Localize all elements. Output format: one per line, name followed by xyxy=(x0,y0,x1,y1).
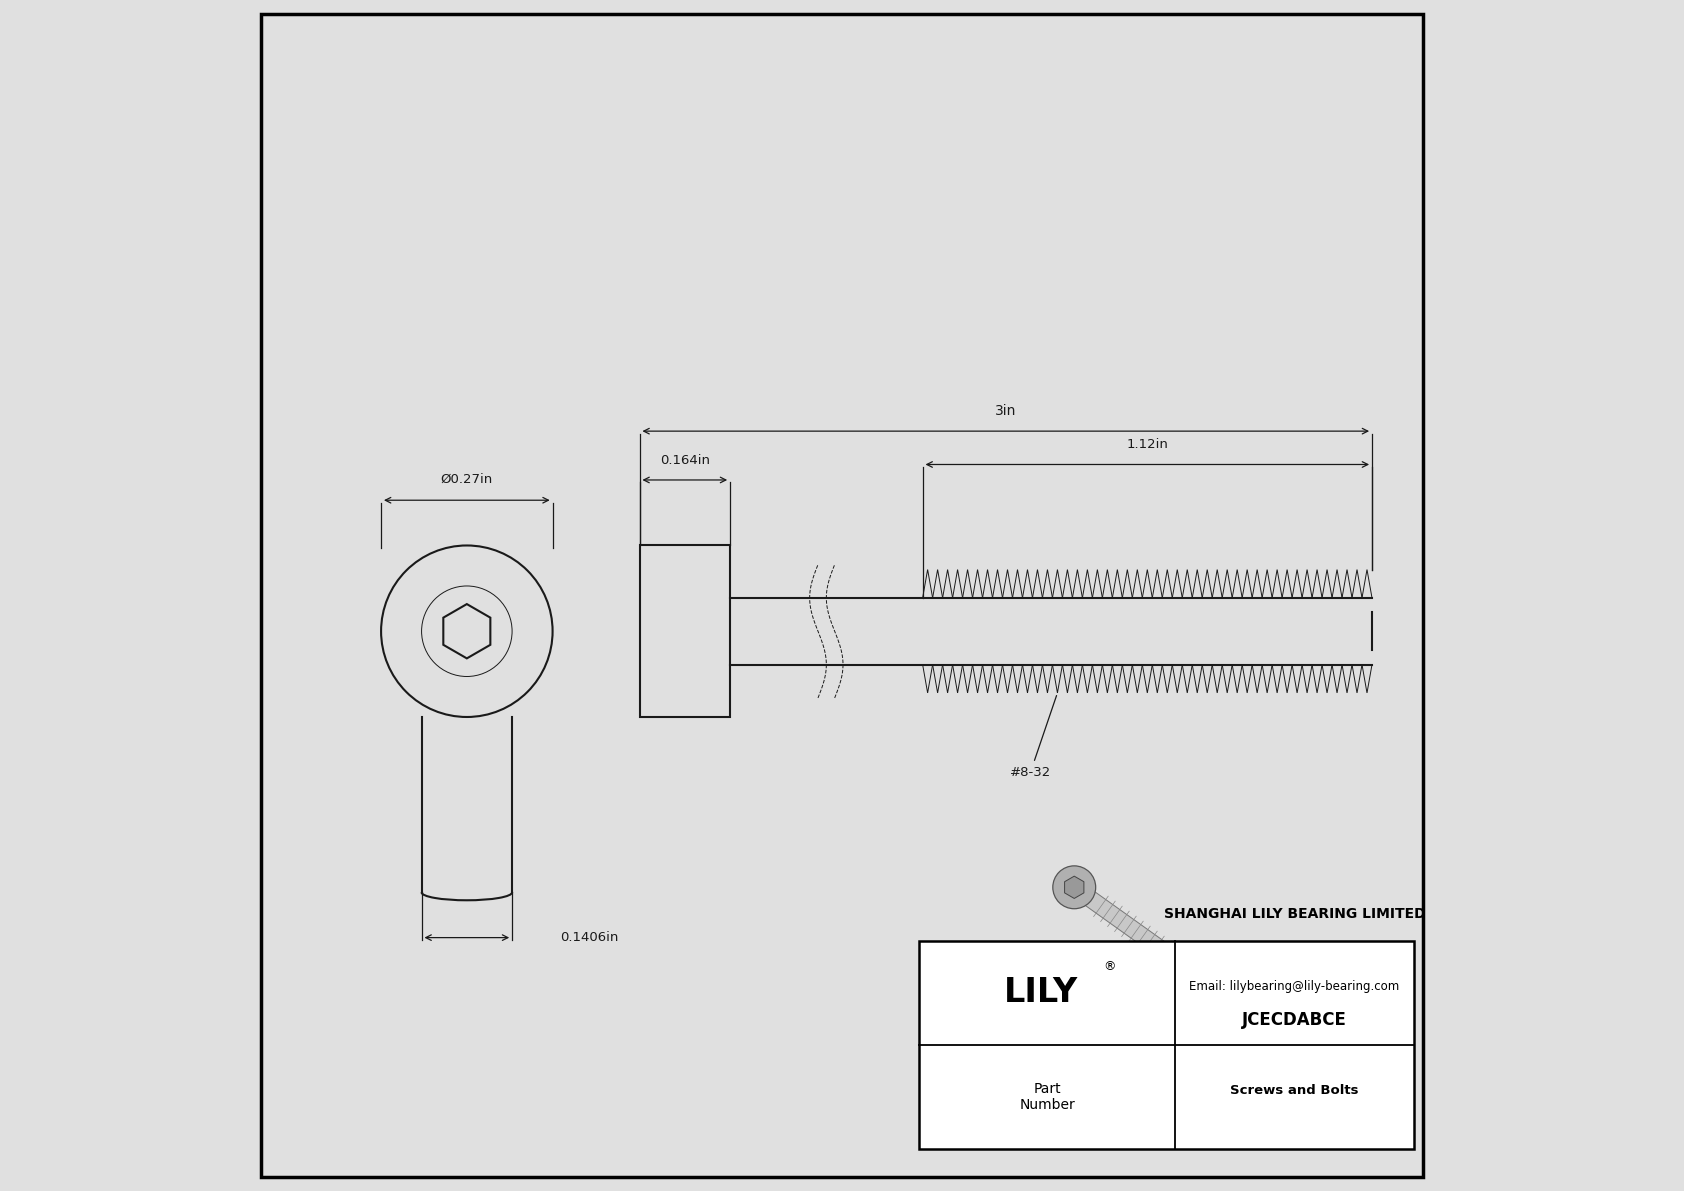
Polygon shape xyxy=(1064,877,1084,898)
Text: #8-32: #8-32 xyxy=(1010,696,1056,779)
Text: Ø0.27in: Ø0.27in xyxy=(441,473,493,486)
Text: ®: ® xyxy=(1103,960,1115,973)
Bar xyxy=(919,941,1413,1149)
Text: Screws and Bolts: Screws and Bolts xyxy=(1231,1085,1359,1097)
Text: Email: lilybearing@lily-bearing.com: Email: lilybearing@lily-bearing.com xyxy=(1189,980,1399,993)
Text: Part
Number: Part Number xyxy=(1019,1083,1076,1112)
Text: 0.164in: 0.164in xyxy=(660,454,709,467)
Bar xyxy=(640,545,731,717)
Text: LILY: LILY xyxy=(1004,977,1079,1010)
Text: 0.1406in: 0.1406in xyxy=(561,931,618,944)
Text: 3in: 3in xyxy=(995,404,1017,418)
Text: 1.12in: 1.12in xyxy=(1127,438,1169,451)
Circle shape xyxy=(1052,866,1096,909)
Text: SHANGHAI LILY BEARING LIMITED: SHANGHAI LILY BEARING LIMITED xyxy=(1164,906,1425,921)
Text: JCECDABCE: JCECDABCE xyxy=(1243,1011,1347,1029)
Polygon shape xyxy=(1069,880,1413,1133)
